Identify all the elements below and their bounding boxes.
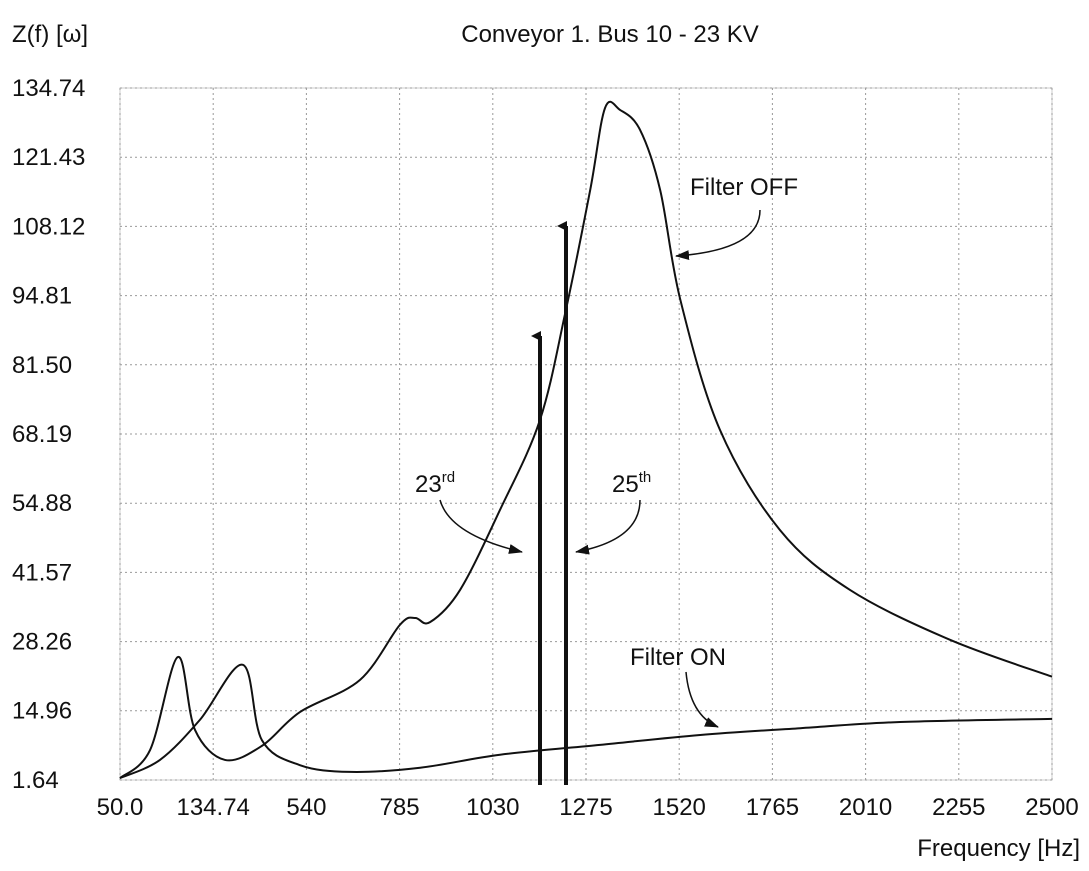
y-tick-label: 121.43 (12, 144, 85, 171)
x-tick-label: 1030 (466, 794, 519, 821)
x-tick-label: 1520 (653, 794, 706, 821)
y-tick-label: 108.12 (12, 213, 85, 240)
x-tick-label: 540 (286, 794, 326, 821)
x-tick-label: 2255 (932, 794, 985, 821)
series-line (119, 100, 1053, 779)
chart-title: Conveyor 1. Bus 10 - 23 KV (461, 21, 759, 48)
y-tick-label: 94.81 (12, 283, 72, 310)
x-tick-label: 785 (380, 794, 420, 821)
pointer-arrow (439, 499, 523, 554)
x-tick-label: 50.0 (97, 794, 144, 821)
series-line (119, 663, 1053, 780)
y-axis-label: Z(f) [ω] (12, 21, 88, 48)
x-tick-label: 1765 (746, 794, 799, 821)
x-tick-label: 2500 (1025, 794, 1078, 821)
x-axis-label: Frequency [Hz] (917, 835, 1080, 862)
series-label: Filter ON (630, 644, 726, 671)
annotation: 25th (612, 469, 651, 498)
pointer-arrow (575, 499, 641, 555)
annotation-sup: th (639, 469, 652, 486)
y-tick-label: 68.19 (12, 421, 72, 448)
y-tick-label: 14.96 (12, 698, 72, 725)
annotation: 23rd (415, 469, 455, 498)
y-tick-label: 1.64 (12, 767, 59, 794)
series-label: Filter OFF (690, 174, 798, 201)
x-tick-label: 2010 (839, 794, 892, 821)
y-tick-label: 81.50 (12, 352, 72, 379)
y-tick-label: 28.26 (12, 629, 72, 656)
annotation-sup: rd (442, 469, 455, 486)
pointer-arrow (675, 209, 761, 261)
y-tick-label: 41.57 (12, 559, 72, 586)
y-tick-label: 54.88 (12, 490, 72, 517)
x-tick-label: 1275 (559, 794, 612, 821)
annotation-text: 23 (415, 471, 442, 498)
y-tick-label: 134.74 (12, 75, 85, 102)
annotation-text: 25 (612, 471, 639, 498)
pointer-arrow (685, 671, 719, 728)
x-tick-label: 134.74 (176, 794, 249, 821)
